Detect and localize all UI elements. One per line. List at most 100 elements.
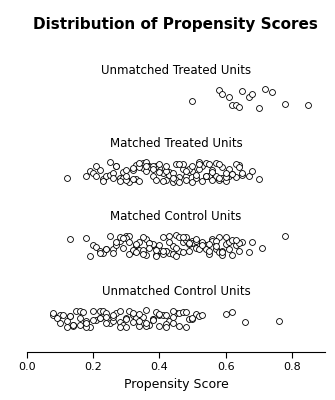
Point [157,161,162,168]
Point [213,242,218,249]
Point [177,234,182,240]
Point [107,172,112,178]
Point [170,175,175,182]
Point [143,307,149,314]
Point [269,89,275,95]
Point [87,324,92,331]
Point [219,164,225,170]
Point [229,252,235,258]
Point [117,307,122,314]
Point [117,238,122,244]
Point [114,239,119,246]
Point [130,312,135,319]
Point [190,98,195,104]
Point [70,323,76,329]
Point [226,172,231,179]
Point [90,242,96,248]
Point [170,314,175,320]
Point [196,159,202,166]
Point [117,324,122,330]
Point [213,160,218,166]
Point [187,166,192,173]
Point [140,234,145,240]
Point [150,317,155,323]
Point [133,176,139,182]
Point [233,161,238,167]
Point [229,171,235,178]
Point [233,174,238,180]
Point [150,166,155,172]
Point [104,313,109,320]
Point [137,163,142,170]
Point [143,322,149,329]
Point [203,245,208,252]
Point [143,320,149,326]
Point [240,169,245,176]
Point [163,324,169,330]
Point [97,315,103,321]
Point [173,310,179,317]
Point [117,319,122,325]
Point [147,164,152,170]
Point [223,174,228,180]
Point [210,235,215,242]
Point [90,316,96,323]
Point [57,312,63,319]
Point [196,246,202,252]
Point [147,322,152,328]
Point [140,160,145,166]
Point [153,247,159,254]
Point [173,244,179,251]
Point [213,238,218,244]
Point [183,168,189,174]
Point [140,247,145,253]
Point [114,163,119,169]
Point [137,323,142,329]
Point [166,239,172,245]
Point [163,321,169,327]
Point [223,310,228,317]
Point [150,173,155,179]
Point [97,250,103,256]
Point [210,167,215,173]
Point [160,234,165,240]
Point [143,159,149,166]
Point [177,161,182,167]
Point [206,251,212,257]
Point [183,324,189,330]
Point [137,318,142,324]
Point [226,166,231,172]
Point [200,163,205,170]
Point [187,248,192,254]
Point [104,246,109,252]
Point [187,168,192,175]
Point [196,166,202,172]
Point [80,308,86,315]
Point [104,320,109,326]
Point [70,322,76,328]
Point [163,248,169,254]
Point [133,242,139,249]
Point [163,162,169,169]
Point [173,177,179,183]
Point [51,312,56,318]
Point [229,102,235,108]
Point [219,91,225,97]
Point [153,177,159,184]
Point [190,240,195,246]
Point [160,312,165,319]
Point [157,165,162,171]
Point [240,172,245,178]
Point [193,236,198,242]
Point [190,178,195,185]
Point [64,324,69,330]
Point [243,318,248,325]
Point [210,177,215,183]
Point [246,173,252,180]
X-axis label: Propensity Score: Propensity Score [124,378,228,391]
Point [127,178,132,184]
Point [77,308,82,314]
Point [203,172,208,179]
Point [67,313,73,319]
Point [127,233,132,239]
